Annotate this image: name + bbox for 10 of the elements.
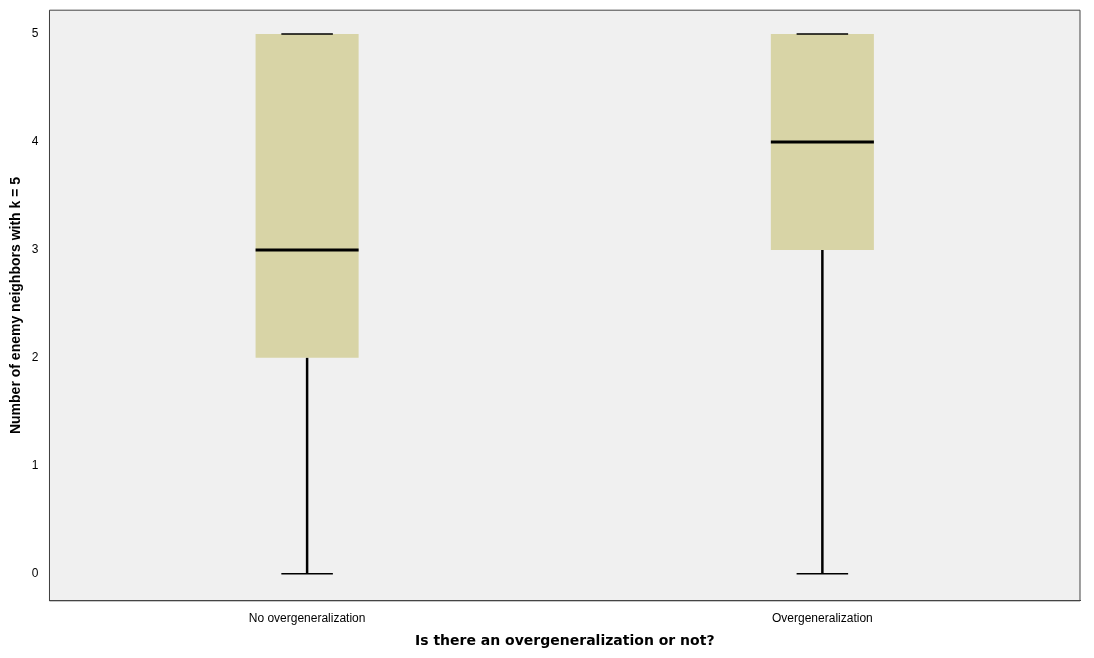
y-tick-label: 1	[31, 458, 39, 473]
x-tick-label: Overgeneralization	[772, 611, 873, 626]
y-tick-label: 4	[31, 134, 39, 149]
y-axis-title: Number of enemy neighbors with k = 5	[7, 176, 24, 435]
y-tick-label: 2	[31, 350, 39, 365]
y-tick-label: 3	[31, 242, 39, 257]
y-tick-label: 5	[31, 26, 39, 41]
x-tick-label: No overgeneralization	[248, 611, 366, 626]
x-axis-title: Is there an overgeneralization or not?	[414, 632, 715, 649]
y-tick-label: 0	[31, 566, 39, 581]
